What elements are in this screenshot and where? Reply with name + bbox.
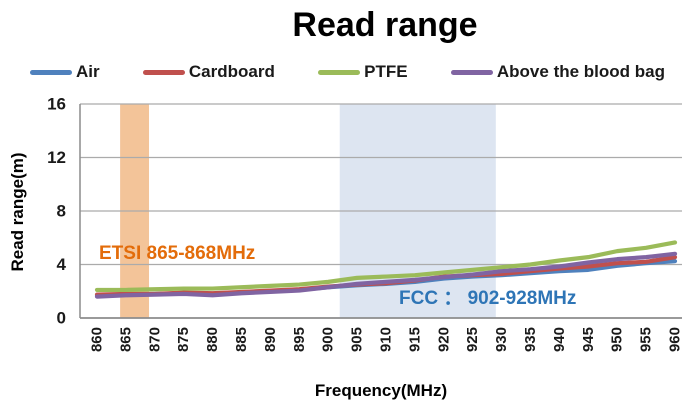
- legend-label-cardboard: Cardboard: [188, 62, 275, 81]
- legend-item-air: Air: [30, 62, 100, 82]
- air-line-swatch: [30, 69, 72, 75]
- series-line-above-the-blood-bag: [94, 251, 678, 299]
- x-tick-label-895: 895: [291, 327, 308, 352]
- x-tick-label-930: 930: [493, 327, 510, 352]
- x-tick-label-925: 925: [464, 327, 481, 352]
- legend-label-above-blood-bag: Above the blood bag: [496, 62, 665, 81]
- y-tick-label-16: 16: [47, 95, 66, 114]
- cardboard-line-swatch: [142, 69, 185, 75]
- series-line-ptfe: [94, 240, 678, 293]
- x-tick-label-905: 905: [349, 327, 366, 352]
- x-tick-label-945: 945: [580, 327, 597, 352]
- x-tick-label-910: 910: [378, 327, 395, 352]
- x-tick-label-920: 920: [435, 327, 452, 352]
- x-tick-label-960: 960: [667, 327, 684, 352]
- x-tick-label-875: 875: [175, 327, 192, 352]
- x-tick-label-955: 955: [638, 327, 655, 352]
- legend: Air Cardboard PTFE Above the blood bag: [30, 61, 665, 83]
- legend-item-ptfe: PTFE: [318, 62, 408, 82]
- x-tick-label-870: 870: [146, 327, 163, 352]
- x-tick-label-915: 915: [406, 327, 423, 352]
- x-tick-label-860: 860: [89, 327, 106, 352]
- x-tick-label-940: 940: [551, 327, 568, 352]
- y-tick-label-8: 8: [57, 202, 66, 221]
- x-tick-label-880: 880: [204, 327, 221, 352]
- y-tick-label-12: 12: [47, 148, 66, 167]
- chart-title: Read range: [292, 6, 478, 44]
- x-tick-label-865: 865: [117, 327, 134, 352]
- legend-label-ptfe: PTFE: [364, 62, 408, 81]
- x-tick-label-885: 885: [233, 327, 250, 352]
- x-tick-label-900: 900: [320, 327, 337, 352]
- x-tick-label-935: 935: [522, 327, 539, 352]
- x-axis-title: Frequency(MHz): [314, 381, 448, 400]
- y-tick-label-4: 4: [57, 255, 67, 274]
- x-tick-label-890: 890: [262, 327, 279, 352]
- fcc-band-annotation: FCC ： 902-928MHz: [399, 288, 577, 309]
- y-axis-title: Read range(m): [8, 152, 27, 272]
- ptfe-line-swatch: [318, 69, 361, 75]
- legend-item-cardboard: Cardboard: [142, 62, 275, 82]
- x-tick-label-950: 950: [609, 327, 626, 352]
- legend-item-above-blood-bag: Above the blood bag: [450, 62, 665, 82]
- y-tick-label-0: 0: [57, 309, 66, 328]
- legend-label-air: Air: [76, 62, 100, 81]
- above-blood-bag-line-swatch: [450, 69, 493, 75]
- etsi-band-annotation: ETSI 865-868MHz: [99, 243, 256, 264]
